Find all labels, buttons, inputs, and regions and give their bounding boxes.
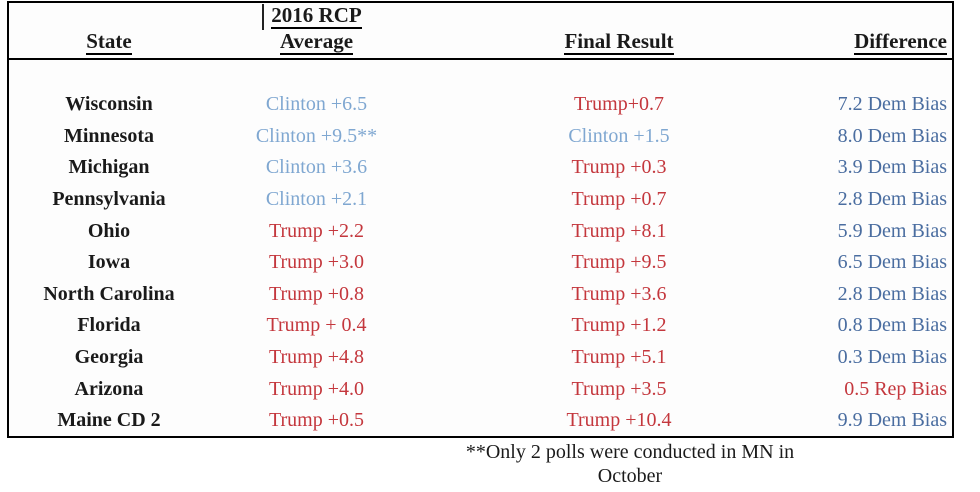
final-result-cell: Trump +0.3 xyxy=(571,156,667,179)
table-row: North Carolina Trump +0.8 Trump +3.6 2.8… xyxy=(9,279,952,311)
rcp-average-cell: Clinton +6.5 xyxy=(265,93,368,116)
rcp-average-cell: Trump +3.0 xyxy=(268,251,364,274)
table-row: Florida Trump + 0.4 Trump +1.2 0.8 Dem B… xyxy=(9,310,952,342)
final-result-cell: Trump +8.1 xyxy=(571,219,667,242)
footnote-line-1: **Only 2 polls were conducted in MN in xyxy=(465,441,795,463)
difference-cell: 6.5 Dem Bias xyxy=(837,251,947,274)
difference-cell: 0.8 Dem Bias xyxy=(837,314,947,337)
difference-cell: 7.2 Dem Bias xyxy=(837,93,947,116)
difference-cell: 9.9 Dem Bias xyxy=(837,409,947,432)
state-cell: Arizona xyxy=(74,377,144,400)
final-result-cell: Trump +3.5 xyxy=(571,377,667,400)
final-result-cell: Trump+0.7 xyxy=(573,93,664,116)
table-row: Ohio Trump +2.2 Trump +8.1 5.9 Dem Bias xyxy=(9,215,952,247)
final-result-header: Final Result xyxy=(564,29,674,55)
rcp-average-cell: Trump +4.0 xyxy=(268,377,364,400)
difference-cell: 8.0 Dem Bias xyxy=(837,124,947,147)
rcp-average-header: 2016 RCP Average xyxy=(209,3,424,58)
state-cell: Georgia xyxy=(74,346,144,369)
rcp-average-cell: Clinton +2.1 xyxy=(265,188,368,211)
table-row: Georgia Trump +4.8 Trump +5.1 0.3 Dem Bi… xyxy=(9,342,952,374)
difference-header: Difference xyxy=(854,29,947,55)
table-header-row: State 2016 RCP Average Final Result Diff… xyxy=(9,3,952,60)
rcp-average-cell: Trump +0.5 xyxy=(268,409,364,432)
rcp-average-header-line1: 2016 RCP xyxy=(271,3,362,29)
rcp-average-header-line2: Average xyxy=(279,29,354,55)
state-cell: Maine CD 2 xyxy=(57,409,161,432)
text-cursor xyxy=(262,4,264,30)
final-result-cell: Clinton +1.5 xyxy=(568,124,670,147)
state-cell: Pennsylvania xyxy=(52,188,166,211)
rcp-average-cell: Clinton +9.5** xyxy=(255,124,378,147)
final-result-cell: Trump +3.6 xyxy=(571,282,667,305)
difference-cell: 0.5 Rep Bias xyxy=(844,377,947,400)
footnote-line-2: October xyxy=(597,465,663,487)
rcp-average-cell: Trump +2.2 xyxy=(268,219,364,242)
table-row: Wisconsin Clinton +6.5 Trump+0.7 7.2 Dem… xyxy=(9,89,952,121)
difference-cell: 2.8 Dem Bias xyxy=(837,188,947,211)
table-row: Michigan Clinton +3.6 Trump +0.3 3.9 Dem… xyxy=(9,152,952,184)
state-cell: Minnesota xyxy=(64,124,154,147)
state-cell: Michigan xyxy=(68,156,150,179)
difference-cell: 3.9 Dem Bias xyxy=(837,156,947,179)
state-cell: North Carolina xyxy=(43,282,175,305)
difference-cell: 2.8 Dem Bias xyxy=(837,282,947,305)
final-result-cell: Trump +1.2 xyxy=(571,314,667,337)
footnote: **Only 2 polls were conducted in MN in O… xyxy=(280,440,980,488)
difference-cell: 0.3 Dem Bias xyxy=(837,346,947,369)
state-cell: Florida xyxy=(77,314,141,337)
table-row: Maine CD 2 Trump +0.5 Trump +10.4 9.9 De… xyxy=(9,405,952,437)
final-result-cell: Trump +5.1 xyxy=(571,346,667,369)
final-result-cell: Trump +0.7 xyxy=(571,188,667,211)
table-body: Wisconsin Clinton +6.5 Trump+0.7 7.2 Dem… xyxy=(9,60,952,437)
table-row: Minnesota Clinton +9.5** Clinton +1.5 8.… xyxy=(9,121,952,153)
final-result-cell: Trump +10.4 xyxy=(566,409,672,432)
rcp-average-cell: Trump +0.8 xyxy=(268,282,364,305)
results-table: State 2016 RCP Average Final Result Diff… xyxy=(7,1,954,438)
rcp-average-cell: Clinton +3.6 xyxy=(265,156,368,179)
rcp-average-cell: Trump +4.8 xyxy=(268,346,364,369)
table-row: Iowa Trump +3.0 Trump +9.5 6.5 Dem Bias xyxy=(9,247,952,279)
table-row: Arizona Trump +4.0 Trump +3.5 0.5 Rep Bi… xyxy=(9,373,952,405)
difference-cell: 5.9 Dem Bias xyxy=(837,219,947,242)
final-result-cell: Trump +9.5 xyxy=(571,251,667,274)
table-row: Pennsylvania Clinton +2.1 Trump +0.7 2.8… xyxy=(9,184,952,216)
state-cell: Iowa xyxy=(87,251,131,274)
rcp-average-cell: Trump + 0.4 xyxy=(266,314,367,337)
state-cell: Wisconsin xyxy=(65,93,153,116)
state-cell: Ohio xyxy=(87,219,131,242)
state-header: State xyxy=(86,29,132,55)
